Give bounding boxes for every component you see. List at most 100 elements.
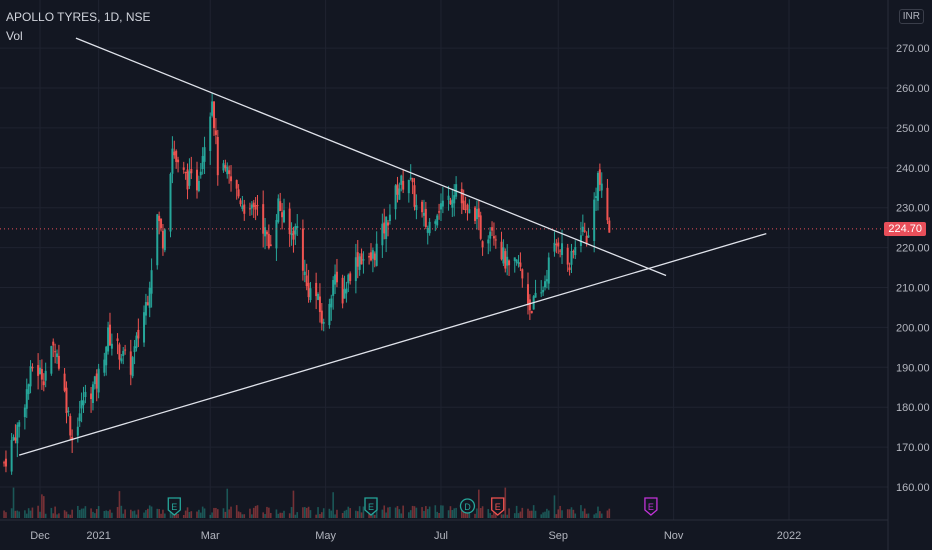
volume-bar [294,514,297,518]
volume-bar [521,507,524,518]
volume-bar [460,505,463,518]
volume-bar [319,514,321,518]
volume-bar [135,514,138,518]
volume-bar [249,508,251,518]
volume-bar [199,512,202,518]
candle-body [82,400,85,406]
volume-bar [574,513,577,518]
x-tick-label: Jul [434,530,448,542]
volume-bar [597,506,599,518]
volume-bar [186,507,189,518]
candle-body [10,439,13,472]
volume-bar [303,507,306,518]
volume-bar [504,487,507,518]
candle-body [226,166,229,175]
volume-bar [583,508,586,518]
volume-bar [600,513,603,518]
candle-body [84,391,87,398]
volume-bar [269,512,272,518]
volume-bar [268,507,270,518]
candle-body [184,172,187,174]
volume-bar [474,513,476,518]
x-tick-label: Sep [548,530,568,542]
candle-body [309,288,312,301]
candle-body [129,351,132,375]
y-tick-label: 190.00 [896,362,930,374]
volume-bar [290,507,293,518]
candle-body [542,290,545,293]
candle-body [3,462,6,464]
volume-bar [216,509,219,518]
volume-bar [476,508,478,518]
currency-button[interactable]: INR [898,9,924,24]
volume-bar [332,492,334,518]
volume-bar [266,506,268,518]
candle-body [407,179,410,194]
volume-bar [264,514,266,518]
candle-body [349,273,352,281]
candle-body [413,185,416,207]
volume-bar [513,513,516,518]
candle-body [460,188,463,204]
candle-body [143,312,146,343]
candle-body [373,253,376,261]
candle-body [449,200,452,205]
candle-body [57,355,60,369]
candle-body [37,365,40,376]
volume-bar [408,512,410,518]
volume-bar [356,511,359,518]
volume-bar [109,509,111,518]
volume-bar [230,506,232,518]
volume-bar [466,511,469,518]
candle-body [237,189,240,197]
candle-body [388,214,391,222]
candle-body [201,156,204,170]
symbol-title: APOLLO TYRES, 1D, NSE [6,10,151,24]
volume-indicator-label[interactable]: Vol [6,29,23,43]
x-tick-label: Mar [201,530,220,542]
volume-bar [175,510,177,518]
volume-bar [394,507,397,518]
candle-body [203,147,206,162]
volume-bar [235,505,238,518]
candle-body [158,215,161,222]
volume-bar [345,509,348,518]
volume-bar [213,507,215,518]
candle-body [504,251,507,269]
volume-bar [3,510,5,518]
volume-bar [182,514,185,518]
candle-body [294,226,297,235]
volume-bar [24,510,26,518]
candle-body [320,310,323,324]
volume-bar [426,509,429,518]
volume-bar [211,512,213,518]
volume-bar [31,507,34,518]
candle-body [428,221,431,234]
candle-body [239,200,242,205]
candle-body [322,322,325,324]
volume-bar [65,511,68,518]
volume-bar [438,512,440,518]
volume-bar [12,487,15,518]
candle-body [515,259,518,263]
candle-body [40,368,43,380]
volume-bar [78,510,81,518]
volume-bar [58,513,60,518]
volume-bar [370,514,372,518]
candle-body [400,175,403,185]
candle-body [528,299,531,311]
volume-bar [283,510,285,518]
candle-body [489,231,492,239]
volume-bar [517,513,520,518]
y-tick-label: 180.00 [896,402,930,414]
candle-body [228,170,231,174]
candle-body [175,150,178,162]
candle-body [345,288,348,294]
candle-body [328,303,331,326]
volume-bar [396,506,399,518]
volume-bar [546,508,548,518]
candle-body [279,201,282,212]
volume-bar [277,513,280,518]
volume-bar [224,511,227,518]
